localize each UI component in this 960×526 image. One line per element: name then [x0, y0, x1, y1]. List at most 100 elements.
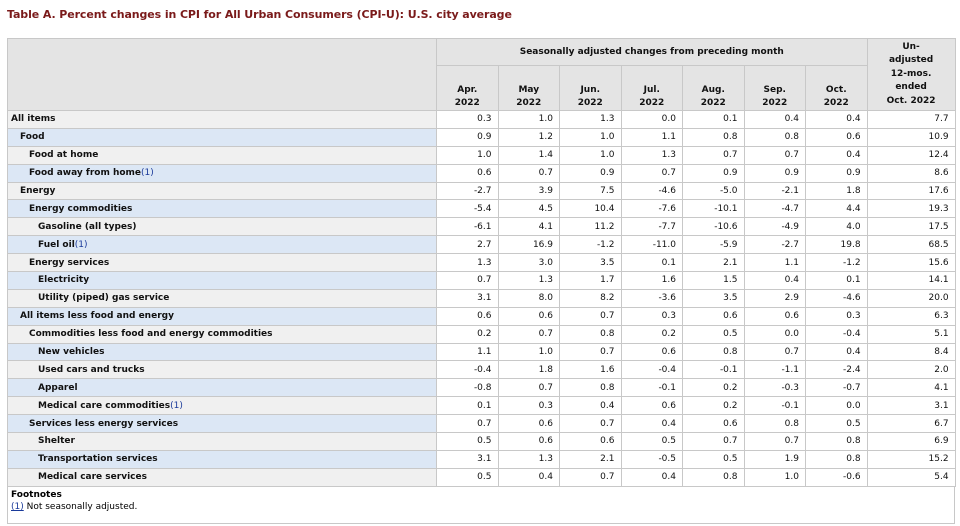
- row-label-text: Food at home: [29, 150, 99, 161]
- value-cell: 3.5: [682, 288, 745, 308]
- value-cell: 0.7: [743, 145, 806, 165]
- value-cell: 1.6: [620, 271, 683, 290]
- value-cell: 0.6: [620, 342, 683, 362]
- value-cell: -0.4: [620, 360, 683, 380]
- value-cell: 1.6: [559, 360, 622, 380]
- month-label: Jun.: [580, 85, 601, 95]
- table-header: Seasonally adjusted changes from precedi…: [7, 38, 956, 111]
- value-cell: 0.6: [559, 432, 622, 451]
- value-cell: 17.5: [866, 217, 956, 237]
- month-label: May: [518, 85, 540, 95]
- value-cell: 0.4: [620, 414, 683, 434]
- table-row: Fuel oil(1) 2.7 16.9 -1.2 -11.0 -5.9 -2.7 19.8 6…: [7, 235, 956, 255]
- cpi-table: Seasonally adjusted changes from precedi…: [7, 38, 956, 487]
- table-row: Energy services 1.3 3.0 3.5 0.1 2.1 1.1 -1.2 15.…: [7, 253, 956, 273]
- table-caption: Table A. Percent changes in CPI for All …: [7, 8, 512, 21]
- value-cell: 0.3: [497, 396, 560, 416]
- footnote-link[interactable]: (1): [74, 239, 88, 250]
- row-label: Transportation services: [7, 449, 437, 469]
- value-cell: 4.1: [497, 217, 560, 237]
- value-cell: 2.9: [743, 288, 806, 308]
- table-row: Commodities less food and energy commodi…: [7, 324, 956, 344]
- footnote-marker-link[interactable]: (1): [11, 501, 24, 512]
- value-cell: 8.0: [497, 288, 560, 308]
- value-cell: 2.0: [866, 360, 956, 380]
- value-cell: -1.1: [743, 360, 806, 380]
- value-cell: 0.5: [805, 414, 868, 434]
- table-row: Food 0.9 1.2 1.0 1.1 0.8 0.8 0.6 10.9: [7, 127, 956, 147]
- month-header: Jun. 2022: [559, 65, 622, 111]
- value-cell: -5.9: [682, 235, 745, 255]
- month-label: Aug.: [701, 85, 725, 95]
- value-cell: 0.7: [682, 145, 745, 165]
- footnote-item: (1) Not seasonally adjusted.: [11, 502, 951, 512]
- value-cell: 0.7: [497, 378, 560, 398]
- value-cell: 1.0: [559, 145, 622, 165]
- footnote-link[interactable]: (1): [141, 168, 154, 179]
- value-cell: 14.1: [866, 271, 956, 290]
- value-cell: 0.5: [682, 324, 745, 344]
- footnote-link[interactable]: (1): [170, 400, 183, 411]
- value-cell: 8.2: [559, 288, 622, 308]
- row-label: Medical care commodities(1): [7, 396, 437, 416]
- row-label: Utility (piped) gas service: [7, 288, 437, 308]
- row-label-text: Food away from home: [29, 168, 142, 179]
- value-cell: 1.3: [497, 449, 560, 469]
- year-label: 2022: [823, 98, 849, 108]
- value-cell: 0.7: [497, 163, 560, 183]
- table-row: Medical care commodities(1) 0.1 0.3 0.4 0.6 0…: [7, 396, 956, 416]
- value-cell: 20.0: [866, 288, 956, 308]
- value-cell: -0.4: [805, 324, 868, 344]
- row-label-text: Transportation services: [38, 454, 158, 465]
- value-cell: 0.5: [436, 467, 499, 487]
- value-cell: 3.9: [497, 181, 560, 201]
- header-corner: [7, 38, 437, 111]
- value-cell: 12.4: [866, 145, 956, 165]
- table-row: Apparel -0.8 0.7 0.8 -0.1 0.2 -0.3 -0.7 4.1: [7, 378, 956, 398]
- value-cell: 17.6: [866, 181, 956, 201]
- value-cell: 0.4: [743, 271, 806, 290]
- table-row: Utility (piped) gas service 3.1 8.0 8.2 -3.6…: [7, 288, 956, 308]
- value-cell: 0.6: [682, 306, 745, 326]
- value-cell: -7.6: [620, 199, 683, 219]
- value-cell: 1.8: [497, 360, 560, 380]
- value-cell: 0.3: [620, 306, 683, 326]
- month-header-row: Apr. 2022 May 2022 Jun. 2022 Jul. 2022 Aug. 2022 S…: [8, 65, 956, 111]
- month-label: Apr.: [457, 85, 478, 95]
- value-cell: 3.1: [436, 288, 499, 308]
- value-cell: 4.0: [805, 217, 868, 237]
- value-cell: -1.2: [805, 253, 868, 273]
- month-header: May 2022: [497, 65, 560, 111]
- row-label: Energy commodities: [7, 199, 437, 219]
- value-cell: 0.0: [620, 110, 683, 129]
- row-label: All items: [7, 110, 437, 129]
- value-cell: 0.6: [682, 414, 745, 434]
- value-cell: 0.4: [743, 110, 806, 129]
- value-cell: 0.9: [682, 163, 745, 183]
- row-label-text: Fuel oil: [38, 239, 75, 250]
- row-label-text: Shelter: [38, 436, 75, 447]
- row-label: Food: [7, 127, 437, 147]
- value-cell: 10.9: [866, 127, 956, 147]
- value-cell: 0.6: [497, 414, 560, 434]
- row-label-text: Services less energy services: [29, 418, 179, 429]
- value-cell: 0.7: [620, 163, 683, 183]
- value-cell: 8.6: [866, 163, 956, 183]
- row-label: Apparel: [7, 378, 437, 398]
- value-cell: 0.7: [559, 306, 622, 326]
- value-cell: -0.1: [682, 360, 745, 380]
- value-cell: 8.4: [866, 342, 956, 362]
- table-row: Energy -2.7 3.9 7.5 -4.6 -5.0 -2.1 1.8 17.6: [7, 181, 956, 201]
- table-row: Electricity 0.7 1.3 1.7 1.6 1.5 0.4 0.1 14.1: [7, 271, 956, 290]
- value-cell: 1.5: [682, 271, 745, 290]
- value-cell: 16.9: [497, 235, 560, 255]
- value-cell: 1.3: [620, 145, 683, 165]
- value-cell: 0.4: [497, 467, 560, 487]
- value-cell: -0.5: [620, 449, 683, 469]
- value-cell: -10.1: [682, 199, 745, 219]
- cpi-table-wrapper: Seasonally adjusted changes from precedi…: [7, 38, 956, 524]
- value-cell: 0.1: [805, 271, 868, 290]
- value-cell: 0.2: [620, 324, 683, 344]
- value-cell: -0.1: [620, 378, 683, 398]
- value-cell: 0.4: [559, 396, 622, 416]
